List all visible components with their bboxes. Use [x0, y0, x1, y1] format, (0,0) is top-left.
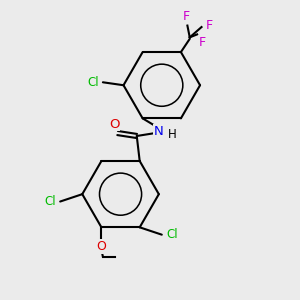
Text: O: O — [109, 118, 119, 131]
Text: F: F — [206, 19, 213, 32]
Text: N: N — [154, 125, 164, 138]
Text: Cl: Cl — [44, 195, 56, 208]
Text: Cl: Cl — [166, 228, 178, 241]
Text: O: O — [97, 240, 106, 253]
Text: Cl: Cl — [88, 76, 99, 89]
Text: F: F — [183, 10, 190, 22]
Text: H: H — [168, 128, 177, 141]
Text: F: F — [199, 36, 206, 49]
